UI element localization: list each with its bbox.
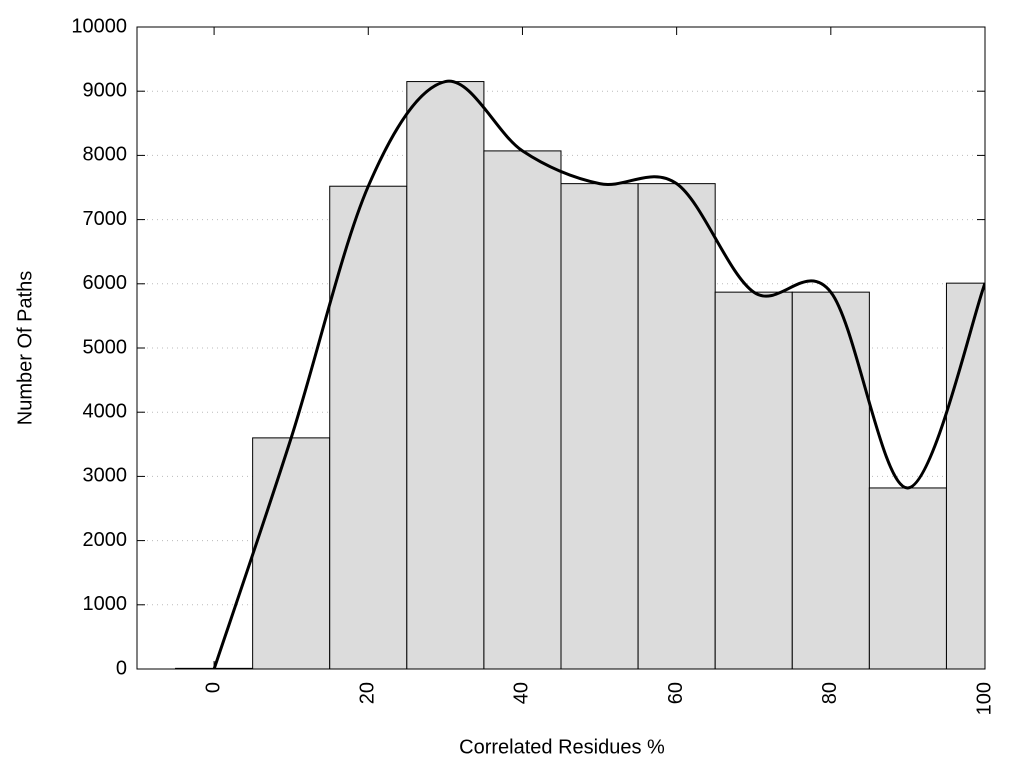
y-axis-label: Number Of Paths [14,271,36,426]
bar [252,437,331,669]
bar [483,150,562,669]
bar [868,487,947,669]
y-tick-label: 8000 [83,144,128,166]
bar [329,185,408,669]
bar [637,183,716,669]
bar [791,291,870,669]
x-tick-label: 0 [202,682,224,693]
y-tick-label: 6000 [83,272,128,294]
x-tick-label: 20 [357,682,379,704]
y-tick-label: 2000 [83,529,128,551]
y-tick-label: 9000 [83,79,128,101]
bar [406,81,485,669]
y-tick-label: 1000 [83,593,128,615]
x-tick-label: 80 [819,682,841,704]
y-tick-label: 5000 [83,336,128,358]
y-tick-label: 0 [116,657,127,679]
bar [560,183,639,669]
plot-border [136,26,986,670]
x-tick-label: 60 [665,682,687,704]
y-tick-label: 4000 [83,400,128,422]
y-tick-label: 10000 [71,15,127,37]
x-tick-label: 40 [511,682,533,704]
x-tick-label: 100 [973,682,995,715]
curve [212,79,985,669]
bar [714,291,793,669]
x-axis-label: Correlated Residues % [459,736,665,758]
y-tick-label: 3000 [83,465,128,487]
plot-area [175,79,985,669]
y-tick-label: 7000 [83,208,128,230]
